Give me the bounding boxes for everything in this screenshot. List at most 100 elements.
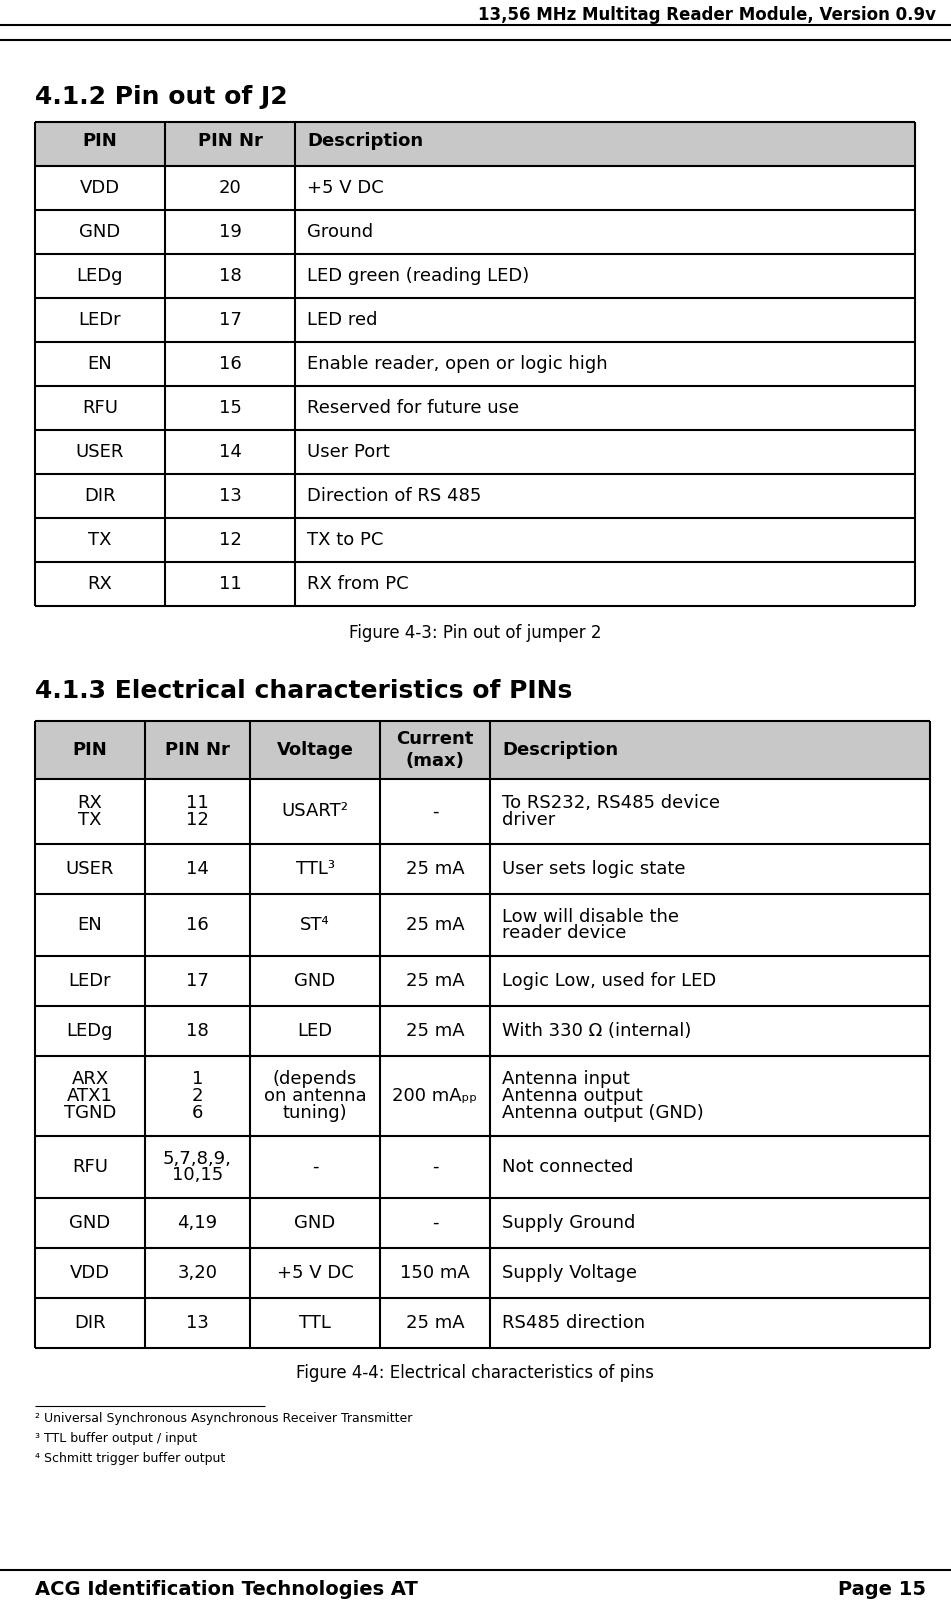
Text: 5,7,8,9,: 5,7,8,9,	[163, 1150, 232, 1168]
Text: Ground: Ground	[307, 223, 373, 240]
Bar	[35, 122, 915, 167]
Text: 4.1.3 Electrical characteristics of PINs: 4.1.3 Electrical characteristics of PINs	[35, 679, 573, 703]
Text: USER: USER	[76, 444, 125, 461]
Text: Supply Voltage: Supply Voltage	[502, 1264, 637, 1282]
Text: 18: 18	[186, 1022, 209, 1040]
Text: -: -	[312, 1158, 319, 1176]
Text: User sets logic state: User sets logic state	[502, 860, 686, 878]
Text: 6: 6	[192, 1104, 204, 1121]
Text: 13,56 MHz Multitag Reader Module, Version 0.9v: 13,56 MHz Multitag Reader Module, Versio…	[478, 6, 936, 24]
Text: Logic Low, used for LED: Logic Low, used for LED	[502, 972, 716, 990]
Text: PIN Nr: PIN Nr	[165, 742, 230, 759]
Text: 25 mA: 25 mA	[406, 1022, 464, 1040]
Text: EN: EN	[87, 356, 112, 373]
Text: With 330 Ω (internal): With 330 Ω (internal)	[502, 1022, 691, 1040]
Text: Enable reader, open or logic high: Enable reader, open or logic high	[307, 356, 608, 373]
Text: 2: 2	[192, 1088, 204, 1105]
Text: 12: 12	[186, 811, 209, 828]
Text: TTL: TTL	[299, 1314, 331, 1331]
Text: LEDg: LEDg	[77, 268, 124, 285]
Bar	[35, 721, 930, 779]
Text: 14: 14	[219, 444, 242, 461]
Text: RFU: RFU	[72, 1158, 108, 1176]
Text: TGND: TGND	[64, 1104, 116, 1121]
Text: PIN Nr: PIN Nr	[198, 131, 262, 151]
Text: 19: 19	[219, 223, 242, 240]
Text: Figure 4-4: Electrical characteristics of pins: Figure 4-4: Electrical characteristics o…	[297, 1363, 654, 1383]
Text: Antenna output (GND): Antenna output (GND)	[502, 1104, 704, 1121]
Text: VDD: VDD	[70, 1264, 110, 1282]
Text: GND: GND	[295, 972, 336, 990]
Text: GND: GND	[295, 1214, 336, 1232]
Text: Voltage: Voltage	[277, 742, 354, 759]
Text: 14: 14	[186, 860, 209, 878]
Text: RS485 direction: RS485 direction	[502, 1314, 645, 1331]
Text: +5 V DC: +5 V DC	[307, 179, 384, 197]
Text: ³ TTL buffer output / input: ³ TTL buffer output / input	[35, 1432, 197, 1445]
Text: EN: EN	[78, 916, 103, 934]
Text: LED red: LED red	[307, 311, 378, 328]
Text: Antenna input: Antenna input	[502, 1070, 630, 1088]
Text: PIN: PIN	[72, 742, 107, 759]
Text: Description: Description	[307, 131, 423, 151]
Text: -: -	[432, 1158, 438, 1176]
Text: -: -	[432, 1214, 438, 1232]
Text: Page 15: Page 15	[838, 1580, 926, 1599]
Text: PIN: PIN	[83, 131, 117, 151]
Text: +5 V DC: +5 V DC	[277, 1264, 354, 1282]
Text: GND: GND	[69, 1214, 110, 1232]
Text: ST⁴: ST⁴	[301, 916, 330, 934]
Text: User Port: User Port	[307, 444, 390, 461]
Text: ² Universal Synchronous Asynchronous Receiver Transmitter: ² Universal Synchronous Asynchronous Rec…	[35, 1411, 413, 1426]
Text: 150 mA: 150 mA	[400, 1264, 470, 1282]
Text: ATX1: ATX1	[68, 1088, 113, 1105]
Text: LEDr: LEDr	[79, 311, 122, 328]
Text: Supply Ground: Supply Ground	[502, 1214, 635, 1232]
Text: DIR: DIR	[85, 487, 116, 505]
Text: 15: 15	[219, 399, 242, 417]
Text: Current
(max): Current (max)	[397, 731, 474, 771]
Text: on antenna: on antenna	[263, 1088, 366, 1105]
Text: Reserved for future use: Reserved for future use	[307, 399, 519, 417]
Text: 20: 20	[219, 179, 242, 197]
Text: Direction of RS 485: Direction of RS 485	[307, 487, 481, 505]
Text: ⁴ Schmitt trigger buffer output: ⁴ Schmitt trigger buffer output	[35, 1451, 225, 1464]
Text: LED green (reading LED): LED green (reading LED)	[307, 268, 530, 285]
Text: 12: 12	[219, 530, 242, 549]
Text: VDD: VDD	[80, 179, 120, 197]
Text: 25 mA: 25 mA	[406, 916, 464, 934]
Text: 13: 13	[186, 1314, 209, 1331]
Text: Description: Description	[502, 742, 618, 759]
Text: To RS232, RS485 device: To RS232, RS485 device	[502, 795, 720, 812]
Text: 18: 18	[219, 268, 242, 285]
Text: ACG Identification Technologies AT: ACG Identification Technologies AT	[35, 1580, 417, 1599]
Text: 17: 17	[219, 311, 242, 328]
Text: driver: driver	[502, 811, 555, 828]
Text: RX: RX	[78, 795, 103, 812]
Text: TX: TX	[88, 530, 112, 549]
Text: 3,20: 3,20	[178, 1264, 218, 1282]
Text: USART²: USART²	[281, 803, 348, 820]
Text: 10,15: 10,15	[172, 1166, 223, 1184]
Text: (depends: (depends	[273, 1070, 358, 1088]
Text: tuning): tuning)	[282, 1104, 347, 1121]
Text: USER: USER	[66, 860, 114, 878]
Text: 17: 17	[186, 972, 209, 990]
Text: TX: TX	[78, 811, 102, 828]
Text: TX to PC: TX to PC	[307, 530, 383, 549]
Text: GND: GND	[79, 223, 121, 240]
Text: -: -	[432, 803, 438, 820]
Text: ARX: ARX	[71, 1070, 108, 1088]
Text: TTL³: TTL³	[296, 860, 335, 878]
Text: 16: 16	[219, 356, 242, 373]
Text: 4,19: 4,19	[178, 1214, 218, 1232]
Text: LED: LED	[298, 1022, 333, 1040]
Text: Not connected: Not connected	[502, 1158, 633, 1176]
Text: RFU: RFU	[82, 399, 118, 417]
Text: 4.1.2 Pin out of J2: 4.1.2 Pin out of J2	[35, 85, 287, 109]
Text: RX: RX	[87, 575, 112, 593]
Text: Antenna output: Antenna output	[502, 1088, 643, 1105]
Text: 25 mA: 25 mA	[406, 972, 464, 990]
Text: DIR: DIR	[74, 1314, 106, 1331]
Text: 25 mA: 25 mA	[406, 860, 464, 878]
